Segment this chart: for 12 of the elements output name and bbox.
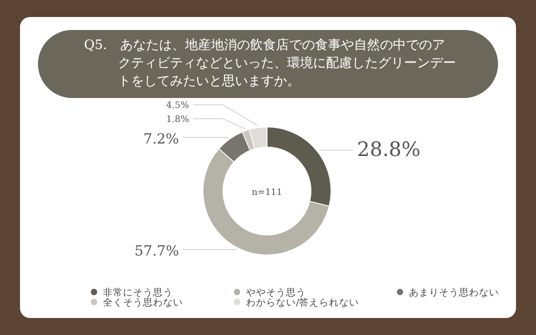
legend-label: 非常にそう思う bbox=[103, 286, 173, 298]
data-label: 4.5% bbox=[166, 100, 190, 111]
legend-label: わからない/答えられない bbox=[246, 296, 360, 308]
legend-label: あまりそう思わない bbox=[409, 288, 499, 298]
chart-title: Q5. あなたは、地産地消の飲食店での食事や自然の中でのアクティビティなどといった、環境に配慮したグリーンデートをしてみたいと思いますか。 bbox=[38, 30, 498, 98]
data-label: 1.8% bbox=[166, 114, 190, 125]
text: n=111 bbox=[252, 188, 282, 198]
data-label: 57.7% bbox=[134, 244, 179, 260]
legend-label: 全くそう思わない bbox=[103, 296, 183, 308]
data-label: 7.2% bbox=[143, 131, 179, 148]
legend-label: ややそう思う bbox=[246, 288, 306, 298]
data-label: 28.8% bbox=[357, 137, 421, 162]
